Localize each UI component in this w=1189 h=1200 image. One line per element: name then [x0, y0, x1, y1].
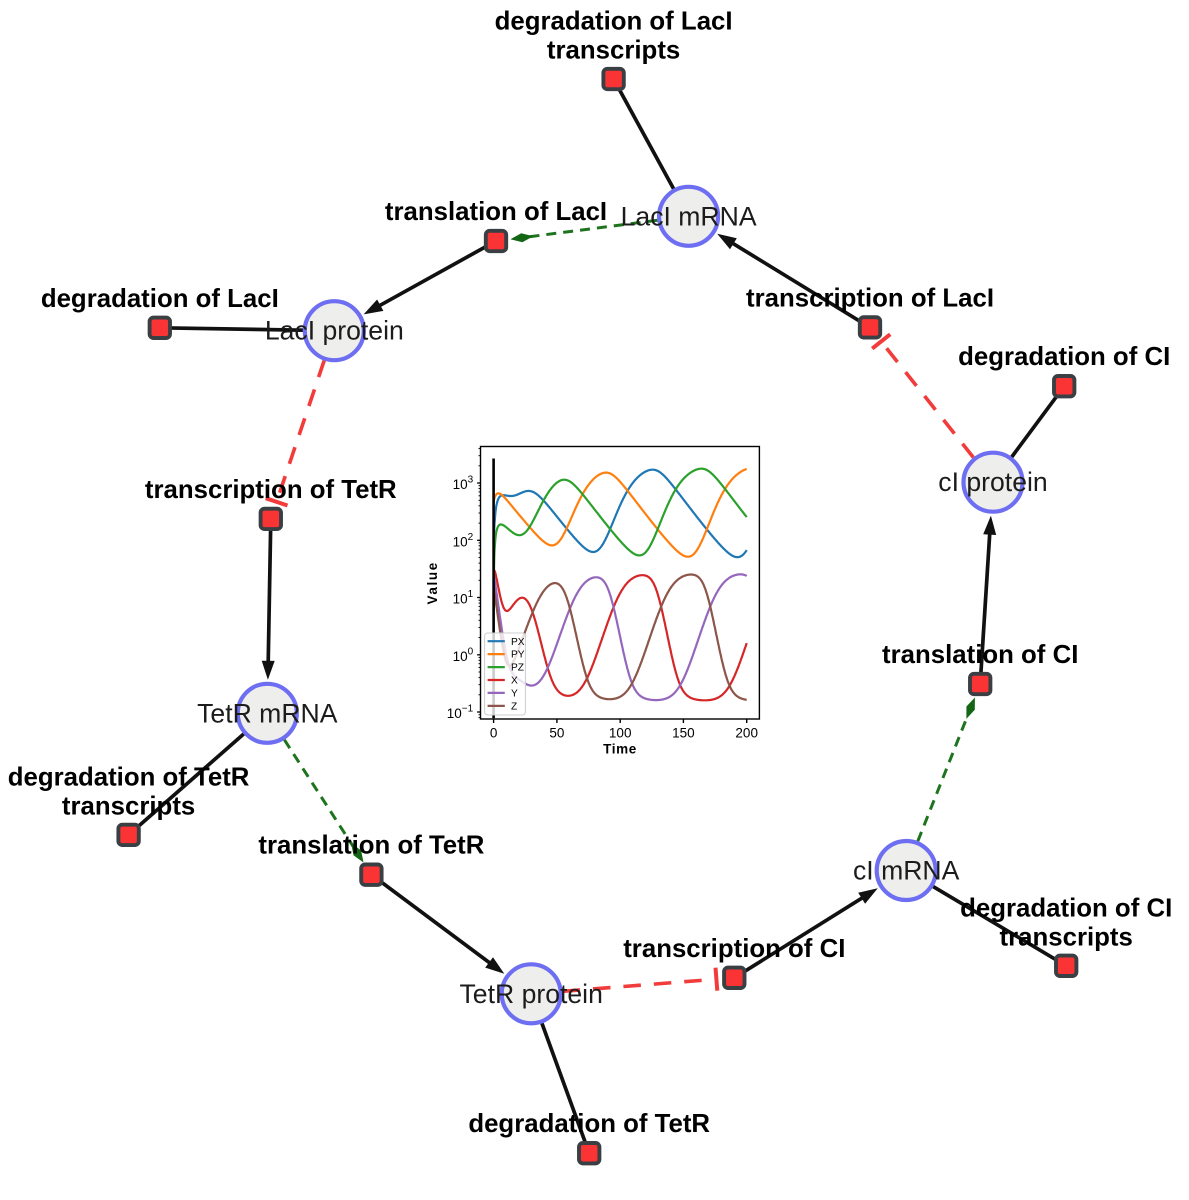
svg-text:degradation of LacI: degradation of LacI	[41, 285, 279, 313]
svg-text:100: 100	[453, 646, 474, 664]
svg-text:translation of CI: translation of CI	[882, 641, 1078, 669]
svg-text:TetR protein: TetR protein	[460, 979, 603, 1009]
svg-text:X: X	[511, 676, 518, 687]
svg-text:transcription of CI: transcription of CI	[623, 935, 845, 963]
svg-text:10−1: 10−1	[447, 704, 474, 722]
svg-text:PY: PY	[511, 650, 525, 661]
svg-text:TetR mRNA: TetR mRNA	[197, 698, 338, 728]
svg-text:transcription of TetR: transcription of TetR	[145, 476, 397, 504]
svg-text:Time: Time	[603, 742, 637, 757]
svg-text:degradation of CI: degradation of CI	[960, 894, 1172, 922]
svg-text:200: 200	[735, 726, 758, 741]
svg-text:transcription of LacI: transcription of LacI	[746, 284, 994, 312]
svg-text:103: 103	[453, 475, 474, 493]
svg-text:PX: PX	[511, 637, 525, 648]
svg-text:Y: Y	[511, 689, 518, 700]
svg-text:Z: Z	[511, 702, 517, 713]
svg-text:transcripts: transcripts	[62, 792, 195, 820]
svg-text:101: 101	[453, 589, 474, 607]
svg-text:102: 102	[453, 532, 474, 550]
svg-text:LacI mRNA: LacI mRNA	[621, 201, 757, 231]
svg-text:transcripts: transcripts	[1000, 923, 1133, 951]
svg-text:translation of TetR: translation of TetR	[258, 832, 484, 860]
svg-text:cI protein: cI protein	[938, 467, 1047, 497]
svg-text:100: 100	[609, 726, 632, 741]
svg-text:transcripts: transcripts	[547, 37, 680, 65]
svg-text:cI mRNA: cI mRNA	[853, 856, 960, 886]
svg-text:degradation of LacI: degradation of LacI	[495, 8, 733, 36]
svg-text:degradation of TetR: degradation of TetR	[468, 1110, 710, 1138]
svg-text:PZ: PZ	[511, 663, 524, 674]
svg-text:50: 50	[549, 726, 564, 741]
svg-text:0: 0	[490, 726, 498, 741]
svg-text:translation of LacI: translation of LacI	[385, 198, 607, 226]
svg-text:degradation of TetR: degradation of TetR	[8, 763, 250, 791]
svg-text:150: 150	[672, 726, 695, 741]
svg-text:Value: Value	[425, 561, 440, 604]
svg-text:LacI protein: LacI protein	[265, 316, 404, 346]
svg-text:degradation of CI: degradation of CI	[958, 343, 1170, 371]
